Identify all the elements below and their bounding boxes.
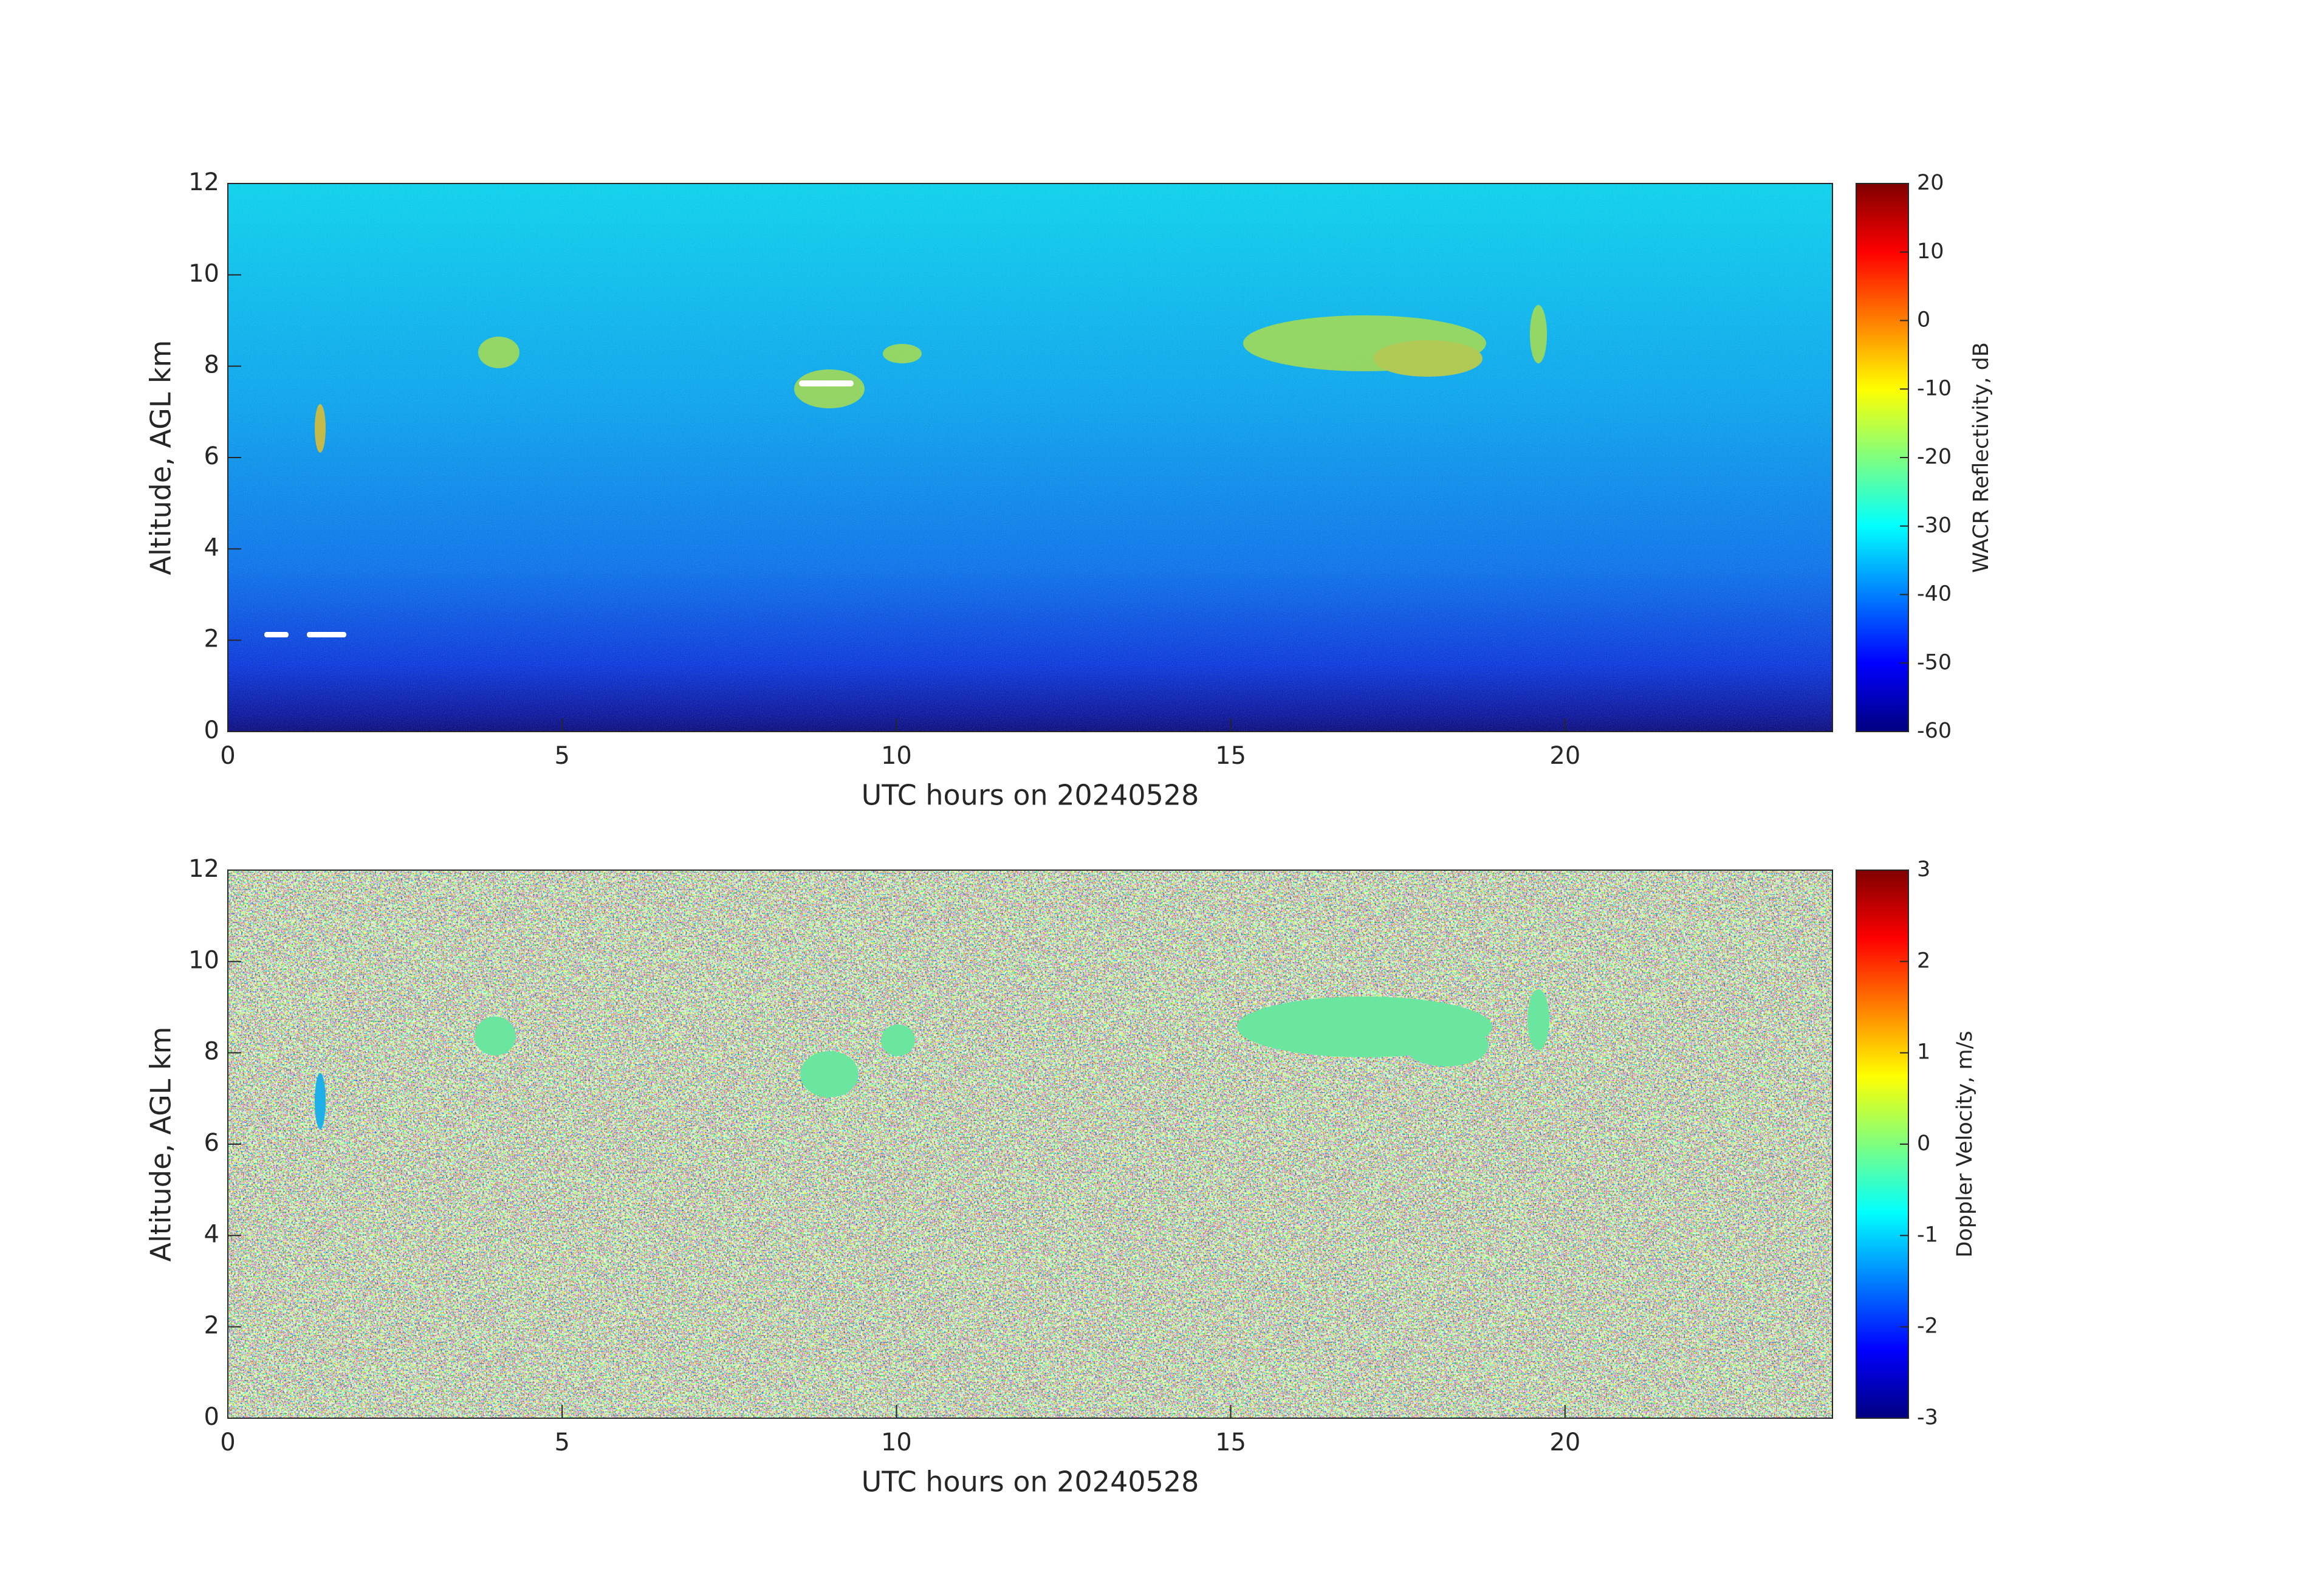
x-axis-label: UTC hours on 20240528 — [862, 1466, 1199, 1498]
reflectivity-field — [228, 184, 1832, 732]
x-tick-label: 0 — [220, 742, 235, 770]
y-tick-label: 2 — [204, 1312, 219, 1340]
y-tick-label: 6 — [204, 442, 219, 470]
y-tick-label: 0 — [204, 716, 219, 744]
colorbar-tick-label: -3 — [1917, 1405, 1938, 1430]
y-axis-label: Altitude, AGL km — [145, 340, 177, 575]
x-tick-label: 15 — [1215, 742, 1246, 770]
colorbar-tick-label: -50 — [1917, 650, 1952, 674]
colorbar-tick-label: -1 — [1917, 1223, 1938, 1247]
colorbar-tick-label: 1 — [1917, 1040, 1930, 1065]
colorbar — [1856, 183, 1909, 732]
y-tick-label: 4 — [204, 1220, 219, 1248]
x-tick-label: 20 — [1549, 742, 1580, 770]
x-tick-label: 10 — [881, 742, 912, 770]
colorbar — [1856, 870, 1909, 1419]
y-tick-label: 2 — [204, 625, 219, 653]
y-tick-label: 12 — [188, 855, 219, 883]
colorbar-label: Doppler Velocity, m/s — [1953, 1031, 1977, 1257]
colorbar-tick-label: 10 — [1917, 239, 1944, 264]
colorbar-tick-label: -30 — [1917, 513, 1952, 538]
colorbar-label: WACR Reflectivity, dB — [1969, 342, 1993, 573]
colorbar-tick-label: -10 — [1917, 376, 1952, 400]
x-tick-label: 5 — [554, 1429, 569, 1456]
y-axis-label: Altitude, AGL km — [145, 1026, 177, 1261]
y-tick-label: 8 — [204, 1038, 219, 1066]
y-tick-label: 12 — [188, 168, 219, 196]
colorbar-tick-label: -2 — [1917, 1314, 1938, 1339]
colorbar-tick-label: 0 — [1917, 1131, 1930, 1156]
x-tick-label: 5 — [554, 742, 569, 770]
x-tick-label: 20 — [1549, 1429, 1580, 1456]
x-tick-label: 10 — [881, 1429, 912, 1456]
y-tick-label: 6 — [204, 1129, 219, 1157]
y-tick-label: 4 — [204, 533, 219, 561]
colorbar-tick-label: 3 — [1917, 857, 1930, 882]
colorbar-tick-label: -60 — [1917, 719, 1952, 743]
colorbar-tick-label: -40 — [1917, 582, 1952, 606]
colorbar-tick-label: 0 — [1917, 308, 1930, 332]
y-tick-label: 0 — [204, 1403, 219, 1431]
colorbar-tick-label: -20 — [1917, 445, 1952, 469]
y-tick-label: 10 — [188, 259, 219, 287]
colorbar-tick-label: 2 — [1917, 948, 1930, 973]
x-axis-label: UTC hours on 20240528 — [862, 779, 1199, 812]
x-tick-label: 0 — [220, 1429, 235, 1456]
colorbar-tick-label: 20 — [1917, 171, 1944, 195]
y-tick-label: 8 — [204, 351, 219, 379]
velocity-field — [228, 870, 1832, 1418]
y-tick-label: 10 — [188, 946, 219, 974]
x-tick-label: 15 — [1215, 1429, 1246, 1456]
